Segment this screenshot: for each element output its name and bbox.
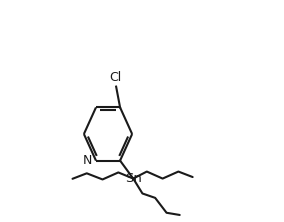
Text: Sn: Sn bbox=[125, 172, 142, 185]
Text: N: N bbox=[83, 154, 92, 167]
Text: Cl: Cl bbox=[109, 71, 121, 84]
